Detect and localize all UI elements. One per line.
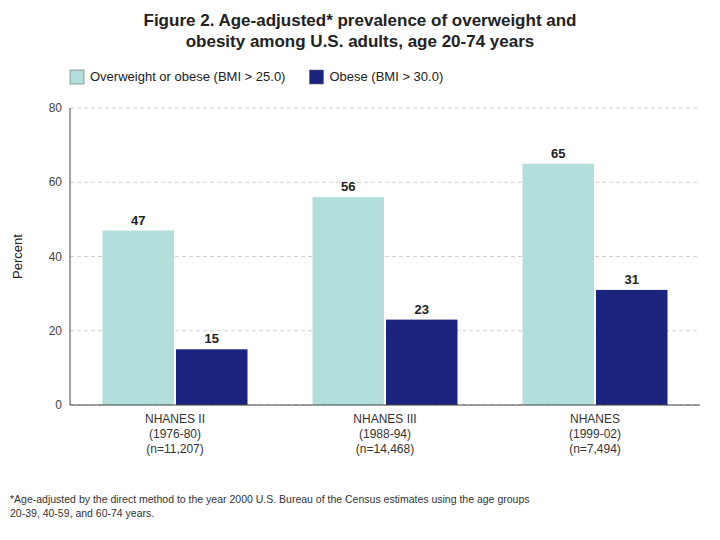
bar (103, 231, 175, 405)
bar (313, 197, 385, 405)
data-label: 56 (341, 179, 355, 194)
data-label: 23 (415, 302, 429, 317)
grid (70, 108, 700, 405)
bars (103, 164, 668, 405)
y-axis-line (70, 108, 71, 405)
chart: Figure 2. Age-adjusted* prevalence of ov… (0, 0, 720, 540)
data-label: 65 (551, 146, 565, 161)
title: Figure 2. Age-adjusted* prevalence of ov… (144, 11, 577, 51)
data-label: 47 (131, 213, 145, 228)
y-axis-label: Percent (10, 234, 25, 279)
bar (596, 290, 668, 405)
y-tick-label: 80 (49, 101, 63, 115)
y-tick-label: 20 (49, 324, 63, 338)
bar (176, 349, 248, 405)
x-tick-label: NHANES III(1988-94)(n=14,468) (353, 412, 416, 456)
legend-swatch (70, 70, 84, 84)
grid-line (70, 405, 700, 406)
y-axis: 0 20 40 60 80 (49, 101, 70, 412)
footnote: *Age-adjusted by the direct method to th… (10, 493, 529, 519)
y-tick-label: 0 (55, 398, 62, 412)
x-tick-label: NHANES II(1976-80)(n=11,207) (145, 412, 205, 456)
bar (523, 164, 595, 405)
bar (386, 320, 458, 405)
x-axis-line (70, 405, 700, 406)
x-tick-label: NHANES(1999-02)(n=7,494) (569, 412, 621, 456)
y-tick-label: 60 (49, 175, 63, 189)
legend: Overweight or obese (BMI > 25.0) Obese (B… (70, 69, 443, 84)
data-label: 15 (205, 331, 219, 346)
y-tick-label: 40 (49, 250, 63, 264)
data-label: 31 (625, 272, 639, 287)
data-labels: 47 15 56 23 65 31 (131, 146, 639, 347)
legend-swatch (309, 70, 323, 84)
legend-entry: Overweight or obese (BMI > 25.0) (90, 69, 285, 84)
grid-line (70, 182, 700, 183)
grid-line (70, 108, 700, 109)
legend-entry: Obese (BMI > 30.0) (329, 69, 443, 84)
